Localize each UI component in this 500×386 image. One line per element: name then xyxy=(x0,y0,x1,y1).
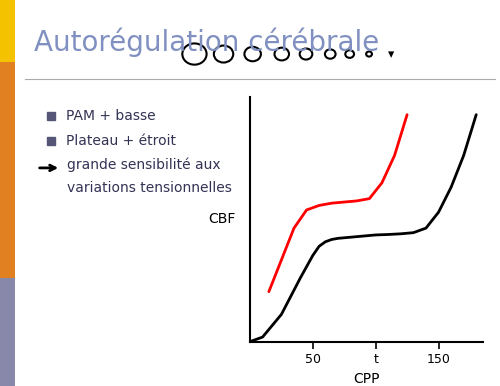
Bar xyxy=(0,62,15,278)
Text: PAM + basse: PAM + basse xyxy=(66,109,156,123)
Text: ▾: ▾ xyxy=(388,48,394,61)
Text: grande sensibilité aux: grande sensibilité aux xyxy=(68,158,221,173)
Text: Autorégulation cérébrale: Autorégulation cérébrale xyxy=(34,27,380,56)
X-axis label: CPP: CPP xyxy=(353,372,380,386)
Bar xyxy=(0,278,15,386)
Bar xyxy=(0,0,15,62)
Y-axis label: CBF: CBF xyxy=(208,212,236,226)
Text: variations tensionnelles: variations tensionnelles xyxy=(68,181,232,195)
Text: Plateau + étroit: Plateau + étroit xyxy=(66,134,176,148)
